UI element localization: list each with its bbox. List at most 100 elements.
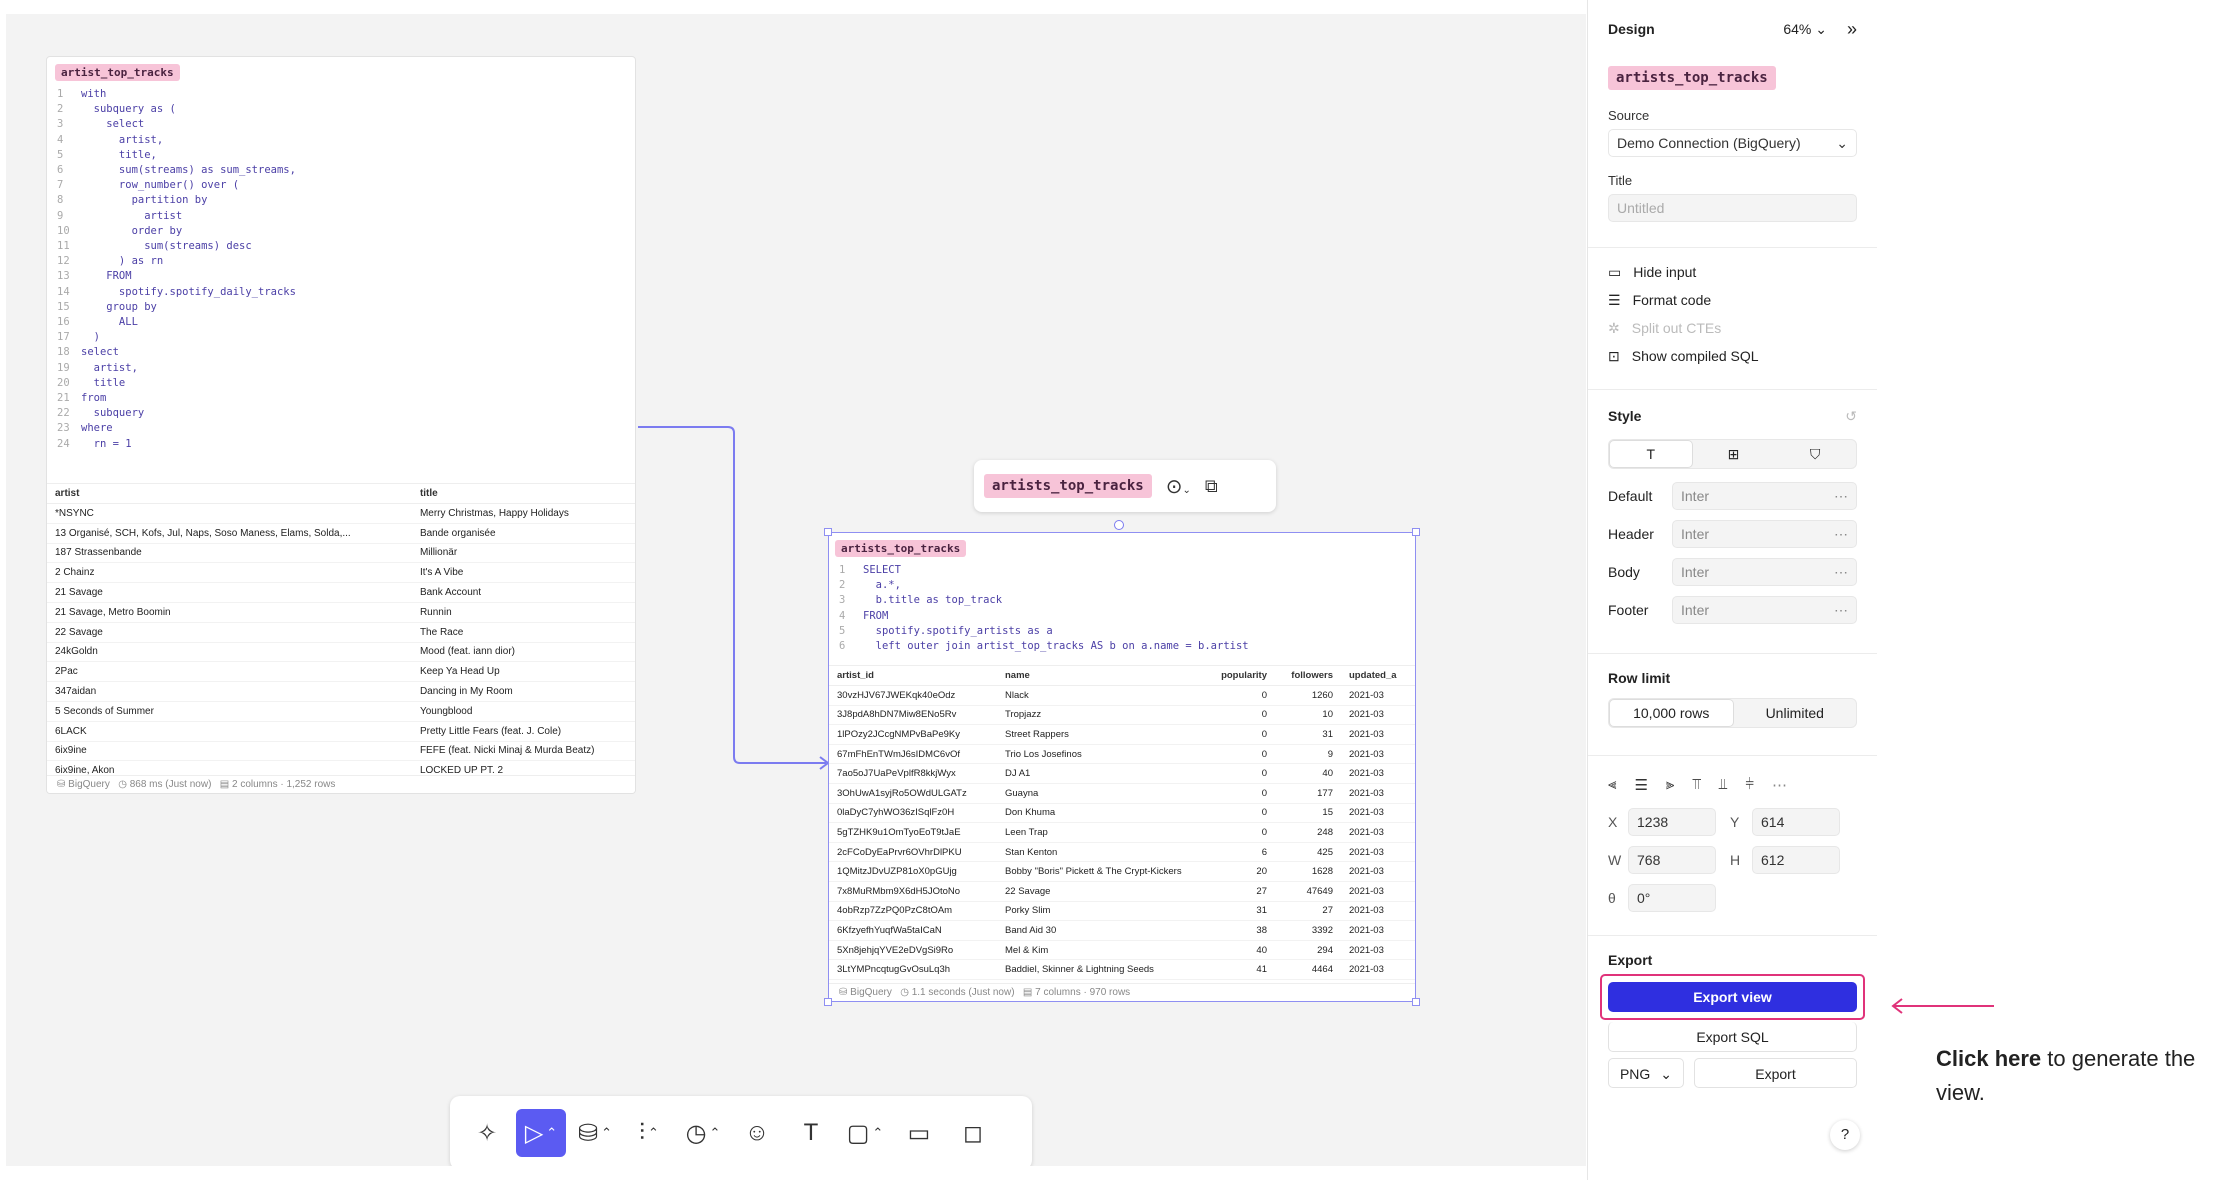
table-cell: 41	[1211, 959, 1275, 980]
text-style-tab[interactable]: T	[1609, 440, 1693, 468]
table-style-tab[interactable]: ⊞	[1727, 445, 1740, 462]
code-line: 7 row_number() over (	[57, 178, 625, 193]
resize-handle-br[interactable]	[1412, 998, 1420, 1006]
column-header[interactable]: artist	[47, 484, 412, 504]
ai-sparkle-icon[interactable]: ✧	[476, 1119, 498, 1147]
run-icon[interactable]: ⊙⌄	[1165, 475, 1191, 498]
export-button[interactable]: Export	[1694, 1058, 1857, 1088]
title-input[interactable]: Untitled	[1608, 194, 1857, 222]
copy-node-icon[interactable]: ⧉	[1204, 475, 1218, 496]
w-input[interactable]: 768	[1628, 846, 1716, 874]
y-input[interactable]: 614	[1752, 808, 1840, 836]
comment-tool[interactable]: ◻	[963, 1119, 983, 1147]
code-line: 10 order by	[57, 224, 625, 239]
rotation-input[interactable]: 0°	[1628, 884, 1716, 912]
font-select[interactable]: Inter ⋯	[1672, 596, 1857, 624]
cell-artists-top-tracks[interactable]: artists_top_tracks 1 SELECT 2 a.*, 3 b.titl…	[828, 532, 1416, 1002]
font-value: Inter	[1681, 526, 1710, 542]
line-number: 1	[57, 88, 64, 100]
code-line: 22 subquery	[57, 406, 625, 421]
align-middle-icon[interactable]: ⫫	[1718, 776, 1728, 793]
cell-artist-top-tracks[interactable]: artist_top_tracks 1 with 2 subquery as (3 …	[46, 56, 636, 794]
shape-tool[interactable]: ▢ ⌃	[846, 1119, 884, 1147]
column-header[interactable]: title	[411, 484, 635, 504]
column-header[interactable]: popularity	[1211, 666, 1275, 686]
text-tool[interactable]: T	[803, 1119, 819, 1146]
align-bottom-icon[interactable]: ⫩	[1745, 776, 1754, 793]
code-line: 16 ALL	[57, 315, 625, 330]
resize-handle-tr[interactable]	[1412, 528, 1420, 536]
frame-tool[interactable]: ▭	[907, 1119, 931, 1147]
code-line: 1 with	[57, 87, 625, 102]
format-select[interactable]: PNG ⌄	[1608, 1058, 1684, 1088]
source-select[interactable]: Demo Connection (BigQuery) ⌄	[1608, 129, 1857, 157]
x-input[interactable]: 1238	[1628, 808, 1716, 836]
table-cell: 2021-03	[1341, 724, 1415, 745]
connection-handle[interactable]	[1114, 520, 1124, 530]
format-code-action[interactable]: ☰ Format code	[1608, 286, 1857, 314]
font-select[interactable]: Inter ⋯	[1672, 520, 1857, 548]
database-tool[interactable]: ⛁ ⌃	[577, 1119, 612, 1147]
chart-tool[interactable]: ⫶ ⌃	[639, 1119, 659, 1146]
format-value: PNG	[1619, 1066, 1651, 1082]
cell-footer: ⛁ BigQuery ◷ 1.1 seconds (Just now) ▤ 7 …	[829, 983, 1415, 1001]
column-header[interactable]: followers	[1275, 666, 1341, 686]
h-input[interactable]: 612	[1752, 846, 1840, 874]
code-text: select	[81, 346, 119, 359]
table-cell: Tropjazz	[997, 705, 1211, 726]
more-icon[interactable]: ⋯	[1771, 777, 1787, 794]
select-tool[interactable]: ▷ ⌃	[516, 1109, 566, 1157]
font-select[interactable]: Inter ⋯	[1672, 558, 1857, 586]
line-number: 8	[57, 194, 64, 207]
hide-input-action[interactable]: ▭ Hide input	[1608, 258, 1857, 286]
export-sql-button[interactable]: Export SQL	[1608, 1022, 1857, 1052]
font-value: Inter	[1681, 564, 1710, 580]
code-text: order by	[81, 224, 183, 237]
table-cell: 5 Seconds of Summer	[47, 701, 412, 722]
export-view-button[interactable]: Export view	[1608, 982, 1857, 1012]
reset-icon[interactable]: ↺	[1845, 408, 1857, 424]
table-cell: 2021-03	[1341, 861, 1415, 882]
table-row: 21 Savage Bank Account	[47, 582, 635, 603]
font-row: Body Inter ⋯	[1608, 553, 1857, 591]
code-text: a.*,	[863, 579, 901, 592]
align-center-icon[interactable]: ☰	[1634, 777, 1648, 794]
paint-style-tab[interactable]: ⛉	[1809, 445, 1821, 462]
node-tag[interactable]: artists_top_tracks	[984, 474, 1152, 498]
table-cell: DJ A1	[997, 763, 1211, 784]
align-right-icon[interactable]: ⫸	[1665, 776, 1675, 793]
font-select[interactable]: Inter ⋯	[1672, 482, 1857, 510]
row-limit-10000[interactable]: 10,000 rows	[1609, 699, 1734, 727]
hide-input-label: Hide input	[1633, 264, 1697, 280]
show-compiled-sql-action[interactable]: ⊡ Show compiled SQL	[1608, 342, 1857, 370]
font-row: Footer Inter ⋯	[1608, 591, 1857, 629]
column-header[interactable]: updated_a	[1341, 666, 1415, 686]
resize-handle-tl[interactable]	[824, 528, 832, 536]
zoom-select[interactable]: 64% ⌄	[1783, 21, 1827, 38]
sql-editor[interactable]: 1 SELECT 2 a.*, 3 b.title as top_track 4 FROM…	[829, 557, 1415, 665]
collapse-panel-icon[interactable]: »	[1846, 18, 1857, 39]
column-header[interactable]: name	[997, 666, 1211, 686]
column-header[interactable]: artist_id	[829, 666, 997, 686]
table-row: 5 Seconds of Summer Youngblood	[47, 701, 635, 722]
cell-tag[interactable]: artist_top_tracks	[55, 64, 180, 81]
title-label: Title	[1608, 173, 1633, 188]
show-sql-label: Show compiled SQL	[1631, 348, 1759, 364]
cell-tag[interactable]: artists_top_tracks	[835, 540, 967, 557]
resize-handle-bl[interactable]	[824, 998, 832, 1006]
table-cell: 40	[1275, 763, 1341, 784]
sql-editor[interactable]: 1 with 2 subquery as (3 select 4 artist, 5 t…	[47, 81, 635, 483]
line-number: 4	[57, 133, 64, 146]
help-button[interactable]: ?	[1830, 1120, 1860, 1150]
align-top-icon[interactable]: ⫪	[1692, 776, 1701, 793]
clock-tool[interactable]: ◷ ⌃	[685, 1119, 721, 1147]
sticky-note-tool[interactable]: ☺	[744, 1119, 770, 1146]
code-icon: ⊡	[1608, 347, 1620, 364]
table-cell: 0laDyC7yhWO36zISqlFz0H	[829, 803, 997, 824]
cell-name-tag[interactable]: artists_top_tracks	[1608, 66, 1776, 90]
row-limit-unlimited[interactable]: Unlimited	[1765, 705, 1824, 721]
code-line: 4 FROM	[839, 609, 1405, 624]
table-row: 24kGoldn Mood (feat. iann dior)	[47, 642, 635, 663]
align-left-icon[interactable]: ⫷	[1608, 776, 1617, 793]
canvas[interactable]: artist_top_tracks 1 with 2 subquery as (3 …	[6, 14, 1586, 1166]
